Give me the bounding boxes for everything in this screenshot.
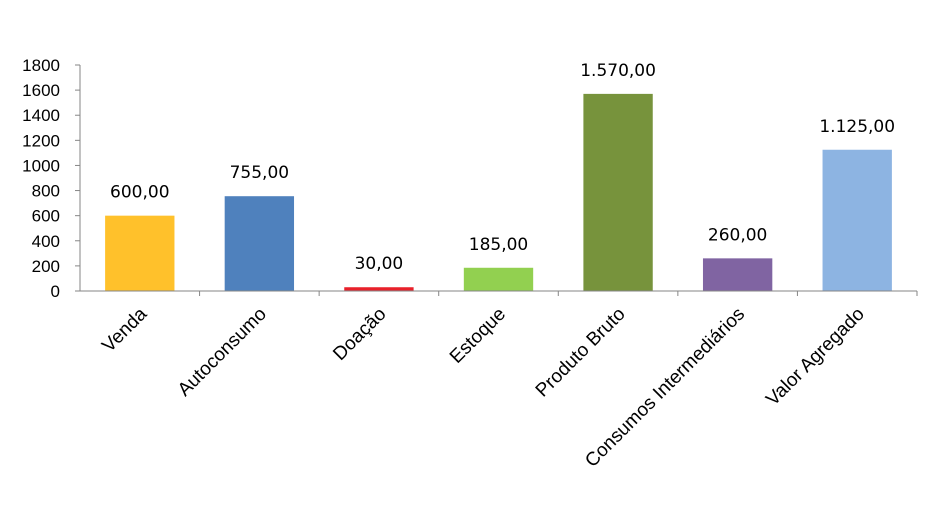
data-label: 755,00 [230,163,289,183]
data-label: 260,00 [708,225,767,245]
x-tick-label: Autoconsumo [174,304,271,401]
x-tick-label: Estoque [446,304,510,368]
y-tick-label: 1000 [22,156,60,175]
bar [583,93,653,291]
y-axis: 0 200 400 600 800 1000 1200 1400 1600 1800 [22,56,81,301]
y-tick-label: 1600 [22,81,60,100]
data-label: 1.570,00 [580,61,656,81]
x-tick-label: Valor Agregado [762,304,868,410]
bar [822,149,892,291]
x-tick-label: Doação [329,304,390,365]
data-label: 30,00 [355,254,404,274]
data-label: 185,00 [469,235,528,255]
data-label: 1.125,00 [819,117,895,137]
x-axis: Venda Autoconsumo Doação Estoque Produto Bru… [80,290,918,472]
y-tick-label: 800 [32,182,60,201]
bar [463,267,534,291]
bar [224,196,295,291]
y-tick-label: 0 [51,282,60,301]
data-labels: 600,00 755,00 30,00 185,00 1.570,00 260,00 1.1… [110,61,895,274]
y-tick-label: 200 [32,257,60,276]
x-tick-label: Venda [98,303,151,356]
bar [702,258,773,291]
y-tick-label: 400 [32,232,60,251]
data-label: 600,00 [110,183,169,203]
y-tick-label: 600 [32,207,60,226]
y-tick-label: 1800 [22,56,60,75]
y-tick-label: 1200 [22,131,60,150]
bar [344,287,414,291]
x-tick-label: Produto Bruto [532,304,630,402]
bar [105,215,175,291]
bars [105,93,892,291]
y-tick-label: 1400 [22,106,60,125]
